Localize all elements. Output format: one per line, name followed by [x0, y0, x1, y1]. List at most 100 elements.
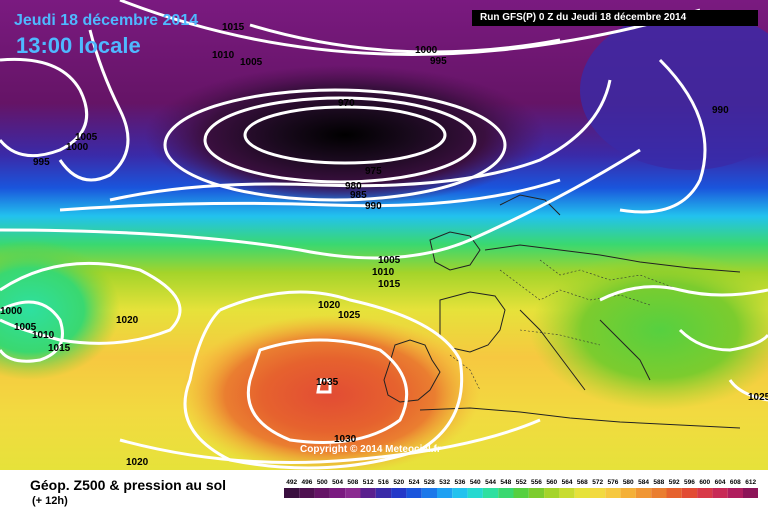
- scale-tick-label: 584: [638, 479, 649, 486]
- isobar-label: 990: [712, 105, 729, 116]
- east-purple-area: [580, 10, 768, 170]
- scale-swatch: [467, 488, 483, 498]
- run-info: Run GFS(P) 0 Z du Jeudi 18 décembre 2014: [472, 10, 758, 26]
- isobar-labels: 1015 1010 1005 1000 995 970 990 1005 100…: [0, 22, 768, 468]
- isobar-label: 1005: [14, 322, 37, 333]
- scale-tick-label: 608: [730, 479, 741, 486]
- isobar-label: 1020: [116, 315, 139, 326]
- scale-tick-label: 532: [439, 479, 450, 486]
- scale-tick-label: 536: [455, 479, 466, 486]
- scale-tick-label: 508: [347, 479, 358, 486]
- copyright: Copyright © 2014 Meteociel.fr: [300, 444, 441, 455]
- scale-tick-label: 612: [745, 479, 756, 486]
- scale-tick-label: 504: [332, 479, 343, 486]
- scale-swatch: [635, 488, 652, 498]
- scale-swatch: [421, 488, 437, 498]
- scale-swatch: [498, 488, 514, 498]
- scale-tick-label: 520: [393, 479, 404, 486]
- balkan-green-area: [530, 250, 768, 410]
- scale-swatch: [375, 488, 392, 498]
- isobar-label: 980: [345, 181, 362, 192]
- scale-tick-label: 548: [500, 479, 511, 486]
- scale-swatch: [712, 488, 728, 498]
- isobar-label: 1015: [222, 22, 245, 33]
- scale-tick-label: 528: [424, 479, 435, 486]
- scale-swatch: [437, 488, 453, 498]
- scale-swatch: [651, 488, 667, 498]
- chart-title: Géop. Z500 & pression au sol: [30, 477, 227, 493]
- isobar-label: 1005: [75, 132, 98, 143]
- scale-tick-label: 512: [363, 479, 374, 486]
- isobar-label: 1005: [378, 255, 401, 266]
- scale-tick-label: 540: [470, 479, 481, 486]
- scale-tick-label: 524: [409, 479, 420, 486]
- scale-tick-label: 580: [623, 479, 634, 486]
- weather-map: 1015 1010 1005 1000 995 970 990 1005 100…: [0, 0, 768, 470]
- scale-tick-label: 500: [317, 479, 328, 486]
- isobar-label: 995: [33, 157, 50, 168]
- scale-swatch: [528, 488, 545, 498]
- scale-swatch: [544, 488, 560, 498]
- isobar-label: 1020: [318, 300, 341, 311]
- scale-swatch: [360, 488, 376, 498]
- scale-tick-label: 544: [485, 479, 496, 486]
- isobar-label: 1015: [48, 343, 71, 354]
- isobar-label: 990: [365, 201, 382, 212]
- scale-swatch: [482, 488, 499, 498]
- scale-tick-label: 556: [531, 479, 542, 486]
- isobar-label: 1000: [0, 306, 23, 317]
- scale-swatch: [620, 488, 636, 498]
- scale-tick-label: 600: [699, 479, 710, 486]
- scale-swatch: [329, 488, 346, 498]
- scale-swatch: [284, 488, 300, 498]
- scale-swatch: [605, 488, 621, 498]
- forecast-time: 13:00 locale: [16, 33, 141, 58]
- scale-tick-label: 552: [516, 479, 527, 486]
- scale-swatch: [513, 488, 529, 498]
- scale-swatch: [406, 488, 422, 498]
- isobar-label: 1025: [338, 310, 361, 321]
- isobar-label: 1010: [372, 267, 395, 278]
- isobar-label: 1010: [32, 330, 55, 341]
- scale-tick-label: 516: [378, 479, 389, 486]
- scale-tick-label: 572: [592, 479, 603, 486]
- isobar-label: 995: [430, 56, 447, 67]
- forecast-offset: (+ 12h): [32, 495, 68, 507]
- scale-tick-label: 604: [715, 479, 726, 486]
- scale-tick-label: 588: [653, 479, 664, 486]
- scale-tick-label: 560: [546, 479, 557, 486]
- isobar-label: 985: [350, 190, 367, 201]
- scale-swatch: [391, 488, 407, 498]
- forecast-date: Jeudi 18 décembre 2014: [14, 12, 199, 29]
- isobar-label: 1025: [748, 392, 768, 403]
- scale-swatch: [666, 488, 682, 498]
- borders: [449, 259, 681, 391]
- scale-tick-label: 568: [577, 479, 588, 486]
- scale-swatch: [452, 488, 468, 498]
- scale-swatch: [681, 488, 698, 498]
- isobar-label: 1020: [126, 457, 149, 468]
- isobars: [0, 0, 768, 468]
- scale-tick-label: 492: [286, 479, 297, 486]
- scale-tick-label: 592: [669, 479, 680, 486]
- scale-swatch: [345, 488, 361, 498]
- scale-swatch: [574, 488, 590, 498]
- scale-swatch: [743, 488, 758, 498]
- isobar-label: 1000: [415, 45, 438, 56]
- scale-tick-label: 496: [302, 479, 313, 486]
- scale-swatch: [590, 488, 606, 498]
- scale-swatch: [727, 488, 743, 498]
- isobar-label: 1035: [316, 377, 339, 388]
- scale-swatch: [299, 488, 315, 498]
- color-scale-legend: 492 496 500 504 508 512 516 520 524 528 532 536 540 5…: [284, 479, 758, 498]
- scale-tick-label: 564: [562, 479, 573, 486]
- isobar-label: 1010: [212, 50, 235, 61]
- scale-tick-label: 576: [608, 479, 619, 486]
- scale-swatch: [559, 488, 575, 498]
- isobar-label: 1000: [66, 142, 89, 153]
- scale-swatch: [314, 488, 330, 498]
- isobar-label: 1030: [334, 434, 357, 445]
- isobar-label: 970: [338, 98, 355, 109]
- scale-swatch: [697, 488, 713, 498]
- isobar-label: 1005: [240, 57, 263, 68]
